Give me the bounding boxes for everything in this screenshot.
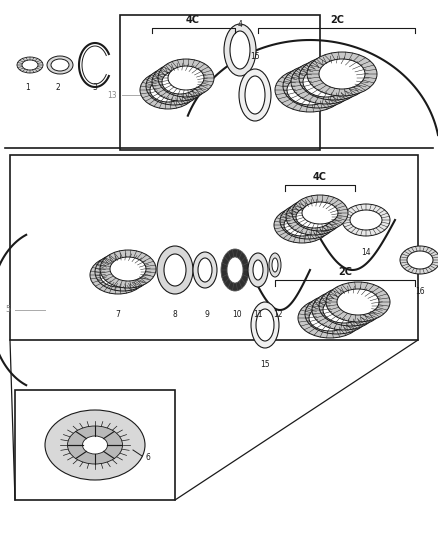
- Ellipse shape: [100, 263, 136, 287]
- Ellipse shape: [307, 52, 377, 96]
- Ellipse shape: [350, 210, 382, 230]
- Ellipse shape: [251, 302, 279, 348]
- Ellipse shape: [283, 64, 353, 108]
- Ellipse shape: [140, 71, 196, 109]
- Ellipse shape: [312, 290, 376, 330]
- Text: 8: 8: [173, 310, 177, 319]
- Ellipse shape: [296, 206, 332, 228]
- Ellipse shape: [90, 256, 146, 294]
- Ellipse shape: [82, 436, 107, 454]
- Ellipse shape: [299, 56, 369, 100]
- Ellipse shape: [110, 257, 146, 281]
- Ellipse shape: [311, 63, 357, 93]
- Ellipse shape: [45, 410, 145, 480]
- Text: 6: 6: [145, 454, 150, 463]
- Ellipse shape: [230, 31, 250, 69]
- Ellipse shape: [162, 70, 198, 94]
- Text: 9: 9: [205, 310, 209, 319]
- Ellipse shape: [67, 426, 123, 464]
- Text: 11: 11: [253, 310, 263, 319]
- Text: 15: 15: [250, 52, 260, 61]
- Ellipse shape: [316, 301, 358, 327]
- Ellipse shape: [287, 75, 333, 105]
- Text: 3: 3: [92, 83, 97, 92]
- Ellipse shape: [156, 74, 192, 98]
- Ellipse shape: [342, 204, 390, 236]
- Text: 10: 10: [232, 310, 242, 319]
- Ellipse shape: [286, 199, 342, 235]
- Ellipse shape: [157, 246, 193, 294]
- Text: 12: 12: [273, 310, 283, 319]
- Ellipse shape: [330, 293, 372, 319]
- Ellipse shape: [253, 260, 263, 280]
- Text: 14: 14: [361, 248, 371, 257]
- Ellipse shape: [224, 24, 256, 76]
- Ellipse shape: [164, 254, 186, 286]
- Ellipse shape: [245, 76, 265, 114]
- Ellipse shape: [302, 202, 338, 224]
- Text: 7: 7: [116, 310, 120, 319]
- Ellipse shape: [272, 258, 278, 272]
- Ellipse shape: [193, 252, 217, 288]
- Ellipse shape: [326, 282, 390, 322]
- Text: 4: 4: [237, 20, 243, 29]
- Ellipse shape: [280, 203, 336, 239]
- Ellipse shape: [47, 56, 73, 74]
- Ellipse shape: [291, 60, 361, 104]
- Bar: [10, 155, 418, 340]
- Ellipse shape: [400, 246, 438, 274]
- Ellipse shape: [105, 260, 141, 284]
- Ellipse shape: [319, 59, 365, 89]
- Ellipse shape: [150, 78, 186, 102]
- Text: 1: 1: [26, 83, 30, 92]
- Ellipse shape: [269, 253, 281, 277]
- Ellipse shape: [290, 210, 326, 232]
- Ellipse shape: [51, 59, 69, 71]
- Ellipse shape: [292, 195, 348, 231]
- Ellipse shape: [168, 66, 204, 90]
- Text: 13: 13: [107, 91, 117, 100]
- Ellipse shape: [323, 297, 365, 323]
- Ellipse shape: [227, 257, 243, 283]
- Text: 15: 15: [260, 360, 270, 369]
- Text: 2C: 2C: [338, 267, 352, 277]
- Ellipse shape: [298, 298, 362, 338]
- Ellipse shape: [198, 258, 212, 282]
- Ellipse shape: [221, 249, 249, 291]
- Ellipse shape: [303, 67, 349, 97]
- Ellipse shape: [152, 63, 208, 101]
- Ellipse shape: [274, 207, 330, 243]
- Bar: [15, 390, 175, 500]
- Ellipse shape: [100, 250, 156, 288]
- Ellipse shape: [275, 68, 345, 112]
- Ellipse shape: [337, 289, 379, 315]
- Bar: [120, 15, 320, 150]
- Text: 5: 5: [6, 305, 11, 314]
- Ellipse shape: [22, 60, 38, 70]
- Ellipse shape: [17, 57, 43, 73]
- Ellipse shape: [256, 309, 274, 341]
- Ellipse shape: [319, 286, 383, 326]
- Ellipse shape: [295, 71, 341, 101]
- Ellipse shape: [407, 251, 433, 269]
- Ellipse shape: [158, 59, 214, 97]
- Text: 4C: 4C: [313, 172, 327, 182]
- Ellipse shape: [305, 294, 369, 334]
- Ellipse shape: [146, 67, 202, 105]
- Ellipse shape: [95, 253, 151, 291]
- Ellipse shape: [248, 253, 268, 287]
- Text: 4C: 4C: [186, 15, 200, 25]
- Text: 16: 16: [415, 287, 425, 296]
- Ellipse shape: [284, 214, 320, 236]
- Text: 2C: 2C: [330, 15, 344, 25]
- Ellipse shape: [239, 69, 271, 121]
- Text: 2: 2: [56, 83, 60, 92]
- Ellipse shape: [309, 305, 351, 331]
